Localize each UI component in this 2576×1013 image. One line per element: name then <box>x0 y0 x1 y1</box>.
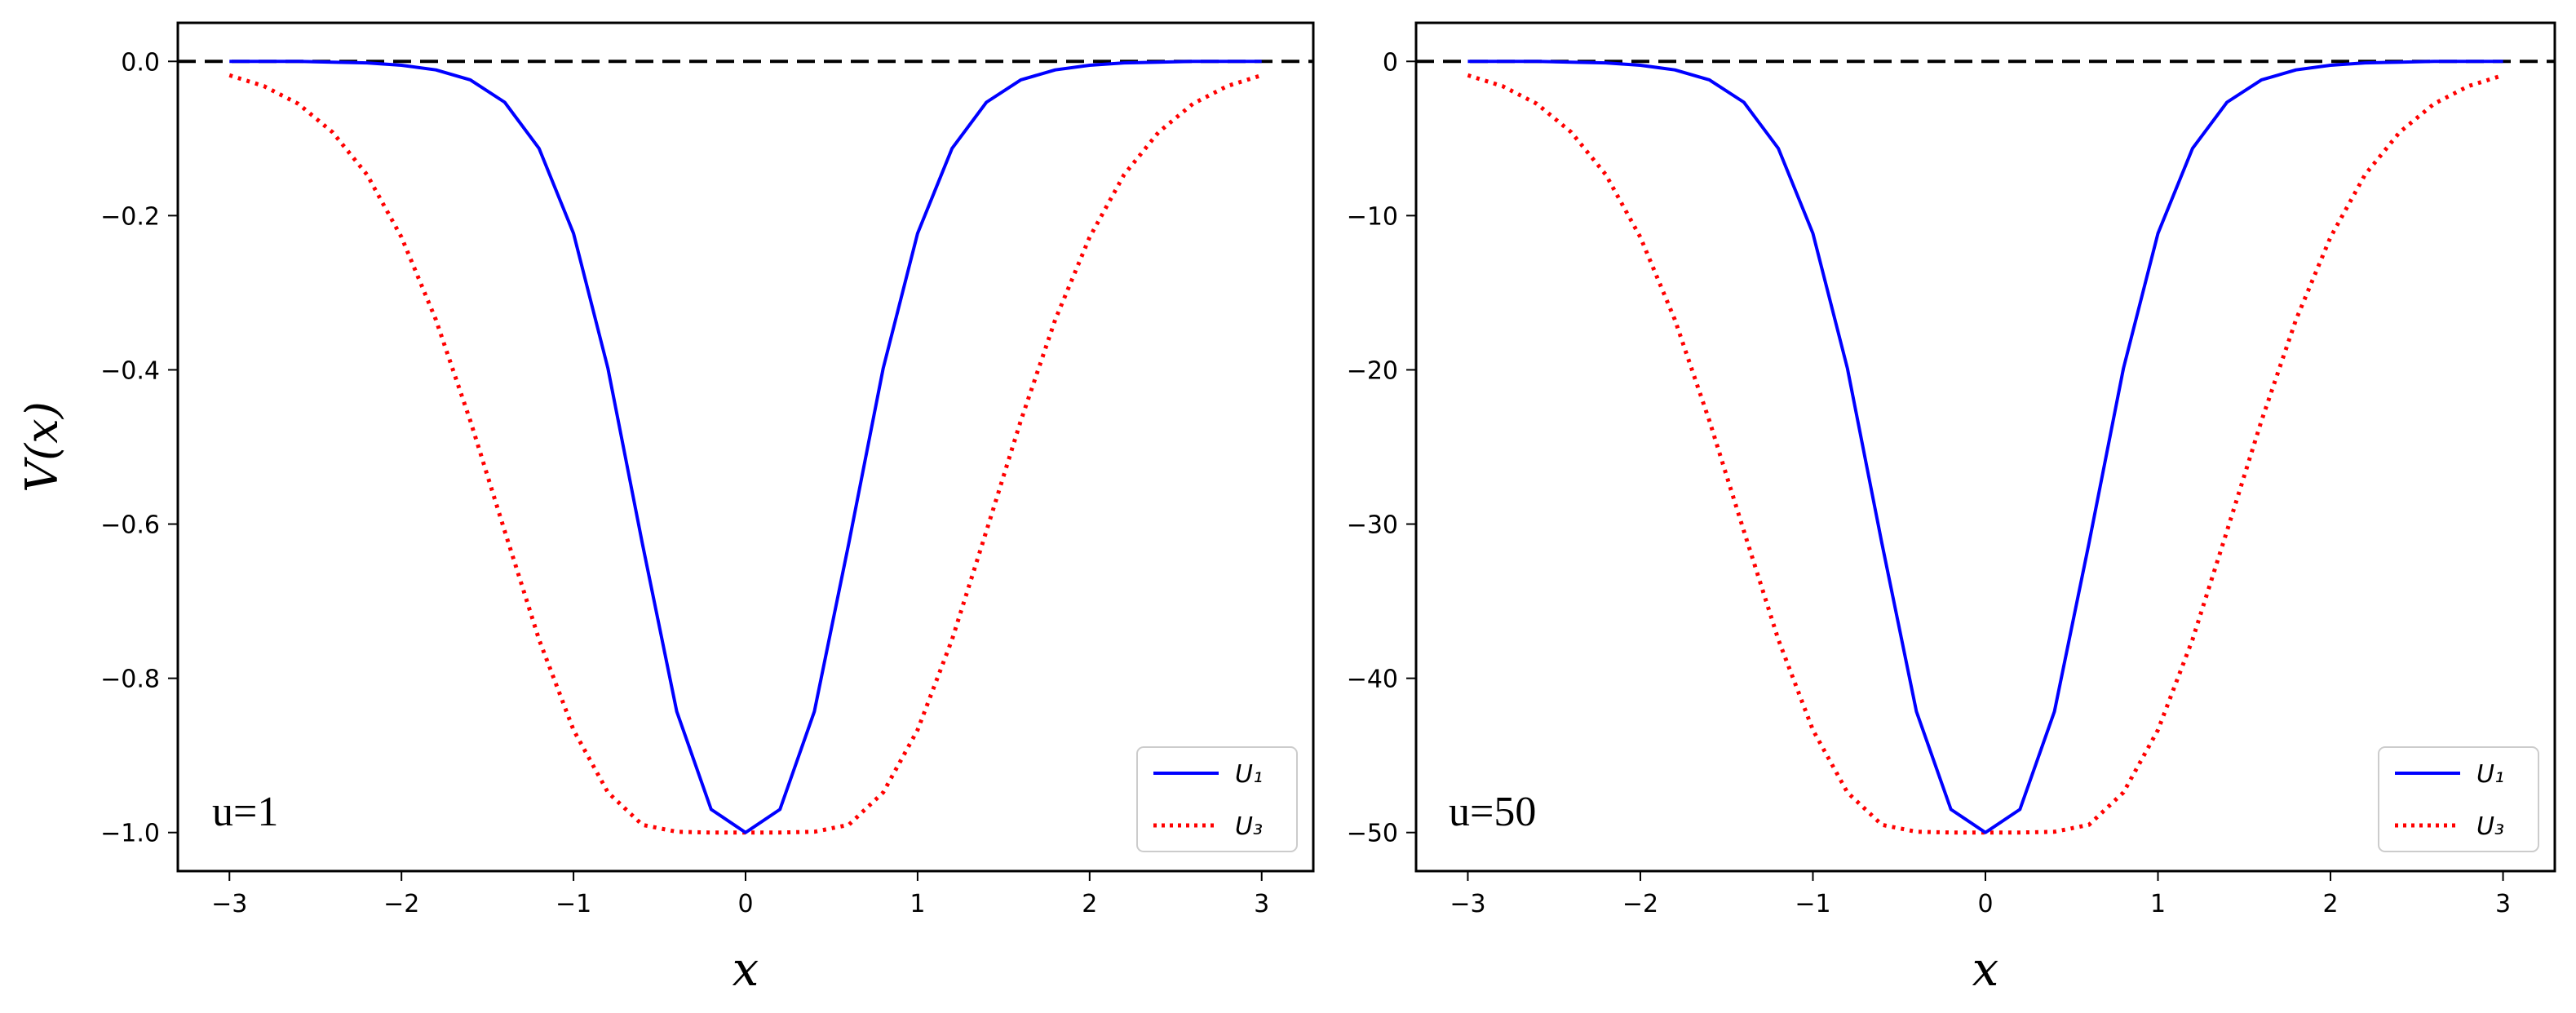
panel-annotation-right: u=50 <box>1449 789 1536 835</box>
plot-area-right <box>1414 21 2556 873</box>
x-tick-label: −1 <box>1795 890 1830 918</box>
x-tick-label: −3 <box>211 890 247 918</box>
x-tick-label: 2 <box>1082 890 1097 918</box>
x-axis-label-right: x <box>1972 941 1999 997</box>
x-tick-label: 2 <box>2322 890 2338 918</box>
series-line-u1 <box>229 60 1262 834</box>
x-tick-label: 1 <box>910 890 925 918</box>
legend-left: U₁ U₃ <box>1136 746 1298 852</box>
plot-area-left <box>176 21 1315 873</box>
plot-marks-right <box>1416 60 2555 835</box>
legend-label-u1-left: U₁ <box>1235 760 1263 789</box>
x-tick-label: −3 <box>1450 890 1485 918</box>
x-tick-label: 1 <box>2150 890 2166 918</box>
legend-box-left <box>1136 746 1298 852</box>
legend-right: U₁ U₃ <box>2378 746 2539 852</box>
y-tick-label: −0.4 <box>100 356 160 385</box>
legend-label-u1-right: U₁ <box>2476 760 2504 789</box>
plot-marks-left <box>178 60 1313 835</box>
x-tick-label: 0 <box>737 890 753 918</box>
legend-box-right <box>2378 746 2539 852</box>
y-tick-label: −0.8 <box>100 666 160 694</box>
y-tick-label: −0.6 <box>100 511 160 540</box>
x-tick-label: 3 <box>1254 890 1269 918</box>
x-tick-label: 0 <box>1977 890 1993 918</box>
y-tick-label: 0.0 <box>121 48 160 77</box>
x-tick-label: −2 <box>383 890 419 918</box>
chart-panel-right: x u=50 U₁ U₃ −3 −2 −1 0 1 2 30−10−20−30−40−50 <box>1347 21 2556 997</box>
y-tick-label: −40 <box>1347 666 1398 694</box>
y-tick-label: −50 <box>1347 820 1398 848</box>
y-tick-label: −10 <box>1347 202 1398 231</box>
x-tick-label: −2 <box>1622 890 1658 918</box>
y-tick-label: −20 <box>1347 356 1398 385</box>
legend-label-u3-left: U₃ <box>1235 812 1263 841</box>
x-tick-label: −1 <box>555 890 591 918</box>
panel-annotation-left: u=1 <box>212 789 278 835</box>
x-axis-label-left: x <box>733 941 759 997</box>
y-axis-label-left: V(x) <box>16 401 68 493</box>
legend-label-u3-right: U₃ <box>2476 812 2504 841</box>
y-tick-label: −1.0 <box>100 820 160 848</box>
y-tick-label: −30 <box>1347 511 1398 540</box>
y-tick-label: 0 <box>1383 48 1398 77</box>
y-tick-label: −0.2 <box>100 202 160 231</box>
series-line-u1 <box>1467 60 2503 834</box>
chart-panel-left: V(x) x u=1 U₁ U₃ −3 −2 −1 0 1 2 3 0.0 −0.2 −0.4 −0… <box>16 21 1315 997</box>
x-tick-label: 3 <box>2495 890 2511 918</box>
